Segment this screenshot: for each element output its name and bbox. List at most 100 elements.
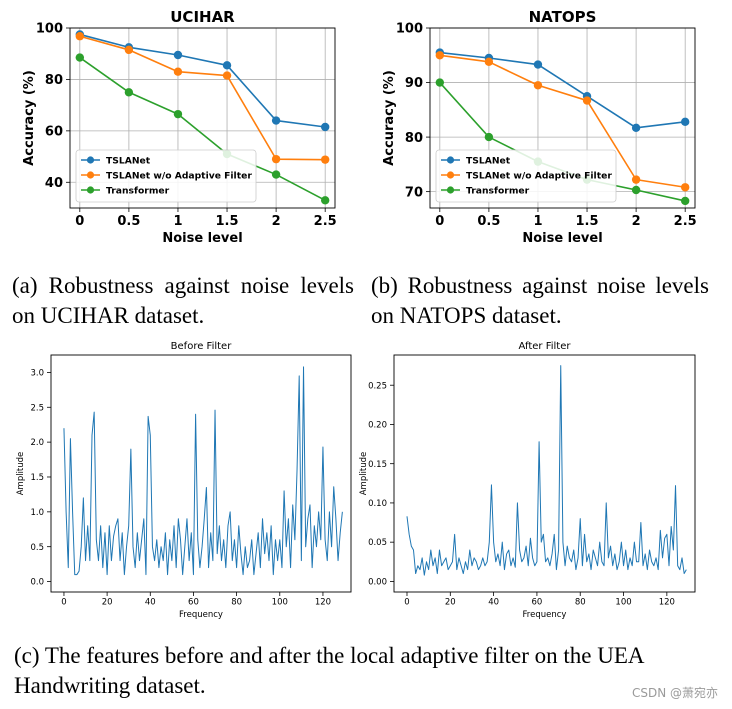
series-line-tslanet: [439, 51, 686, 129]
legend-marker: [86, 171, 95, 179]
y-tick-label: 40: [45, 176, 63, 191]
legend-marker: [86, 156, 95, 164]
y-tick-label: 0.00: [368, 577, 387, 587]
y-tick-label: 100: [396, 22, 423, 37]
y-tick-label: 70: [405, 185, 423, 200]
y-tick-label: 3.0: [30, 368, 44, 378]
data-point: [533, 60, 543, 69]
series-line-transformer: [79, 56, 326, 201]
x-tick-label: 0: [75, 214, 84, 229]
x-axis-label: Noise level: [522, 231, 602, 246]
data-point: [631, 123, 641, 133]
data-point: [320, 122, 330, 132]
plot-frame: [69, 27, 336, 209]
series-line-tslanet-w-o-adaptive-filter: [79, 35, 326, 161]
legend-marker: [446, 171, 455, 179]
legend-entry: TSLANet w/o Adaptive Filter: [106, 171, 252, 182]
data-point: [173, 50, 183, 60]
y-tick-label: 0.25: [368, 381, 387, 391]
y-tick-label: 80: [45, 73, 63, 88]
x-tick-label: 2: [632, 214, 641, 229]
series-line-tslanet-w-o-adaptive-filter: [439, 54, 686, 189]
series-line-amplitude: [63, 366, 343, 576]
plot-frame: [429, 27, 696, 209]
caption-a: (a) Robustness against noise levels on U…: [12, 273, 354, 328]
data-point: [124, 88, 134, 97]
data-point: [173, 109, 183, 119]
x-tick-label: 60: [188, 598, 199, 608]
series-line-amplitude: [406, 365, 687, 576]
x-axis-label: Frequency: [179, 610, 223, 620]
data-point: [435, 51, 445, 60]
x-tick-label: 2: [272, 214, 281, 229]
x-tick-label: 40: [488, 598, 499, 608]
caption-b: (b) Robustness against noise levels on N…: [371, 273, 709, 328]
x-tick-label: 1: [173, 214, 182, 229]
y-tick-label: 90: [405, 76, 423, 91]
chart-title: NATOPS: [529, 8, 597, 26]
legend-box: [435, 149, 617, 203]
data-point: [631, 175, 641, 184]
x-tick-label: 1.5: [216, 214, 239, 229]
x-tick-label: 2.5: [314, 214, 337, 229]
y-tick-label: 1.5: [30, 473, 44, 483]
data-point: [271, 170, 281, 179]
legend-entry: TSLANet: [466, 156, 511, 167]
data-point: [173, 67, 183, 76]
data-point: [271, 154, 281, 164]
y-tick-label: 0.10: [368, 499, 387, 509]
legend-box: [75, 149, 257, 203]
chart-title: Before Filter: [171, 341, 233, 352]
x-tick-label: 0: [404, 598, 409, 608]
x-tick-label: 80: [575, 598, 586, 608]
legend-entry: Transformer: [106, 186, 170, 197]
legend-marker: [446, 186, 455, 194]
data-point: [533, 81, 543, 90]
chart-before-filter: Before Filter 0 20 40 60 80 100 120 0.0 0.5 1.0 1.5…: [16, 341, 352, 620]
data-point: [271, 116, 281, 125]
data-point: [222, 71, 232, 80]
x-tick-label: 60: [532, 598, 543, 608]
x-tick-label: 0.5: [117, 214, 140, 229]
chart-ucihar: UCIHAR 0 0.5 1 1.5 2 2.5 40 60 80 100 Noise level Ac…: [22, 8, 337, 246]
data-point: [320, 155, 330, 164]
x-tick-label: 40: [145, 598, 156, 608]
caption-c: (c) The features before and after the lo…: [14, 643, 644, 698]
y-tick-label: 0.0: [30, 578, 44, 588]
x-tick-label: 2.5: [674, 214, 697, 229]
x-tick-label: 0.5: [477, 214, 500, 229]
data-point: [124, 45, 134, 55]
chart-title: UCIHAR: [170, 8, 235, 26]
y-axis-label: Amplitude: [16, 452, 26, 496]
x-tick-label: 20: [445, 598, 456, 608]
x-tick-label: 1: [533, 214, 542, 229]
data-point: [680, 196, 690, 206]
x-tick-label: 120: [659, 598, 675, 608]
watermark: CSDN @萧宛亦: [631, 686, 718, 700]
data-point: [75, 53, 85, 62]
legend-entry: TSLANet w/o Adaptive Filter: [466, 171, 612, 182]
x-axis-label: Noise level: [162, 231, 242, 246]
data-point: [75, 32, 85, 41]
data-point: [484, 132, 494, 142]
data-point: [582, 96, 592, 105]
chart-title: After Filter: [519, 341, 572, 352]
series-line-tslanet: [79, 33, 326, 128]
y-tick-label: 1.0: [30, 508, 44, 518]
y-tick-label: 2.0: [30, 438, 44, 448]
y-tick-label: 100: [36, 22, 63, 37]
y-axis-label: Accuracy (%): [22, 70, 37, 166]
data-point: [631, 185, 641, 195]
y-axis-label: Accuracy (%): [382, 70, 397, 166]
x-tick-label: 0: [61, 598, 66, 608]
data-point: [222, 61, 232, 70]
y-axis-label: Amplitude: [359, 452, 369, 496]
data-point: [435, 78, 445, 87]
chart-after-filter: After Filter 0 20 40 60 80 100 120 0.00 0.05 0.10 0…: [359, 341, 696, 620]
x-tick-label: 20: [102, 598, 113, 608]
data-point: [320, 196, 330, 205]
x-tick-label: 120: [315, 598, 331, 608]
data-point: [484, 57, 494, 67]
y-tick-label: 0.05: [368, 538, 387, 548]
